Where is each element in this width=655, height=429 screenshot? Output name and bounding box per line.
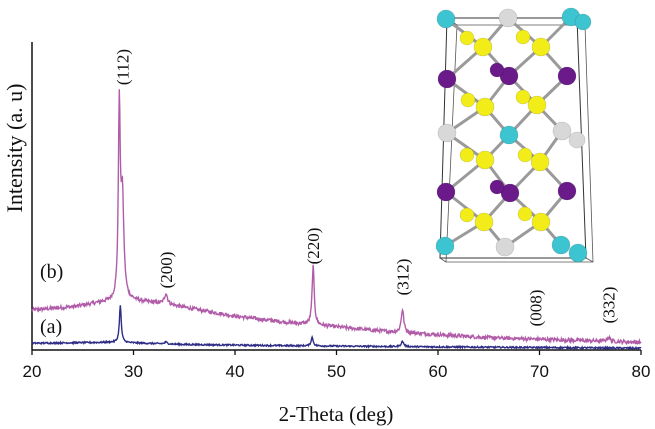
atom-white (498, 8, 518, 28)
peak-label: (220) (304, 228, 323, 265)
x-tick-label: 40 (226, 362, 245, 381)
x-tick-label: 60 (429, 362, 448, 381)
atom-purple (500, 183, 520, 203)
series-label-a: (a) (40, 316, 62, 338)
atom-purple (557, 181, 577, 201)
atom-cyan (435, 236, 455, 256)
atom-purple (557, 66, 577, 86)
x-tick-label: 50 (327, 362, 346, 381)
unit-cell-edge (439, 257, 447, 263)
x-axis-title: 2-Theta (deg) (279, 402, 394, 426)
peak-label: (200) (157, 252, 176, 289)
x-tick-label: 20 (23, 362, 42, 381)
atom-purple (489, 62, 505, 78)
x-tick-label: 70 (530, 362, 549, 381)
series-line-a (31, 305, 642, 351)
unit-cell-edge (585, 257, 594, 263)
x-tick-label: 30 (124, 362, 143, 381)
y-axis-title: Intensity (a. u) (2, 84, 27, 213)
atom-white (437, 123, 457, 143)
series-label-b: (b) (40, 261, 63, 283)
atom-purple (436, 182, 456, 202)
atom-yellow (531, 212, 551, 232)
atom-cyan (499, 125, 519, 145)
atom-yellow (515, 29, 531, 45)
atom-yellow (459, 30, 475, 46)
atom-yellow (475, 97, 495, 117)
atom-yellow (527, 95, 547, 115)
atom-yellow (517, 206, 533, 222)
peak-label: (312) (393, 259, 412, 296)
atom-yellow (530, 152, 550, 172)
atom-white (552, 121, 572, 141)
peak-label: (008) (526, 290, 545, 327)
peak-label: (332) (600, 287, 619, 324)
atom-cyan (551, 235, 571, 255)
atom-yellow (460, 92, 476, 108)
peak-label: (112) (113, 49, 132, 85)
atom-purple (437, 69, 457, 89)
x-ticks: 20 30 40 50 60 70 80 (23, 350, 651, 381)
atom-white (568, 131, 586, 149)
atom-yellow (473, 37, 493, 57)
atom-yellow (515, 89, 531, 105)
atom-white (495, 237, 515, 257)
atom-yellow (474, 212, 494, 232)
atom-purple (489, 179, 505, 195)
atom-cyan (436, 9, 456, 29)
atom-cyan (574, 13, 592, 31)
atom-yellow (517, 147, 533, 163)
series-layer (31, 89, 642, 351)
peak-annotations: (112) (200) (220) (312) (008) (332) (113, 49, 618, 327)
atom-cyan (568, 243, 588, 263)
atom-yellow (459, 147, 475, 163)
atom-yellow (531, 37, 551, 57)
crystal-structure-inset (435, 7, 594, 263)
atom-yellow (475, 150, 495, 170)
x-tick-label: 80 (632, 362, 651, 381)
atom-yellow (459, 207, 475, 223)
series-line-b (31, 89, 642, 346)
